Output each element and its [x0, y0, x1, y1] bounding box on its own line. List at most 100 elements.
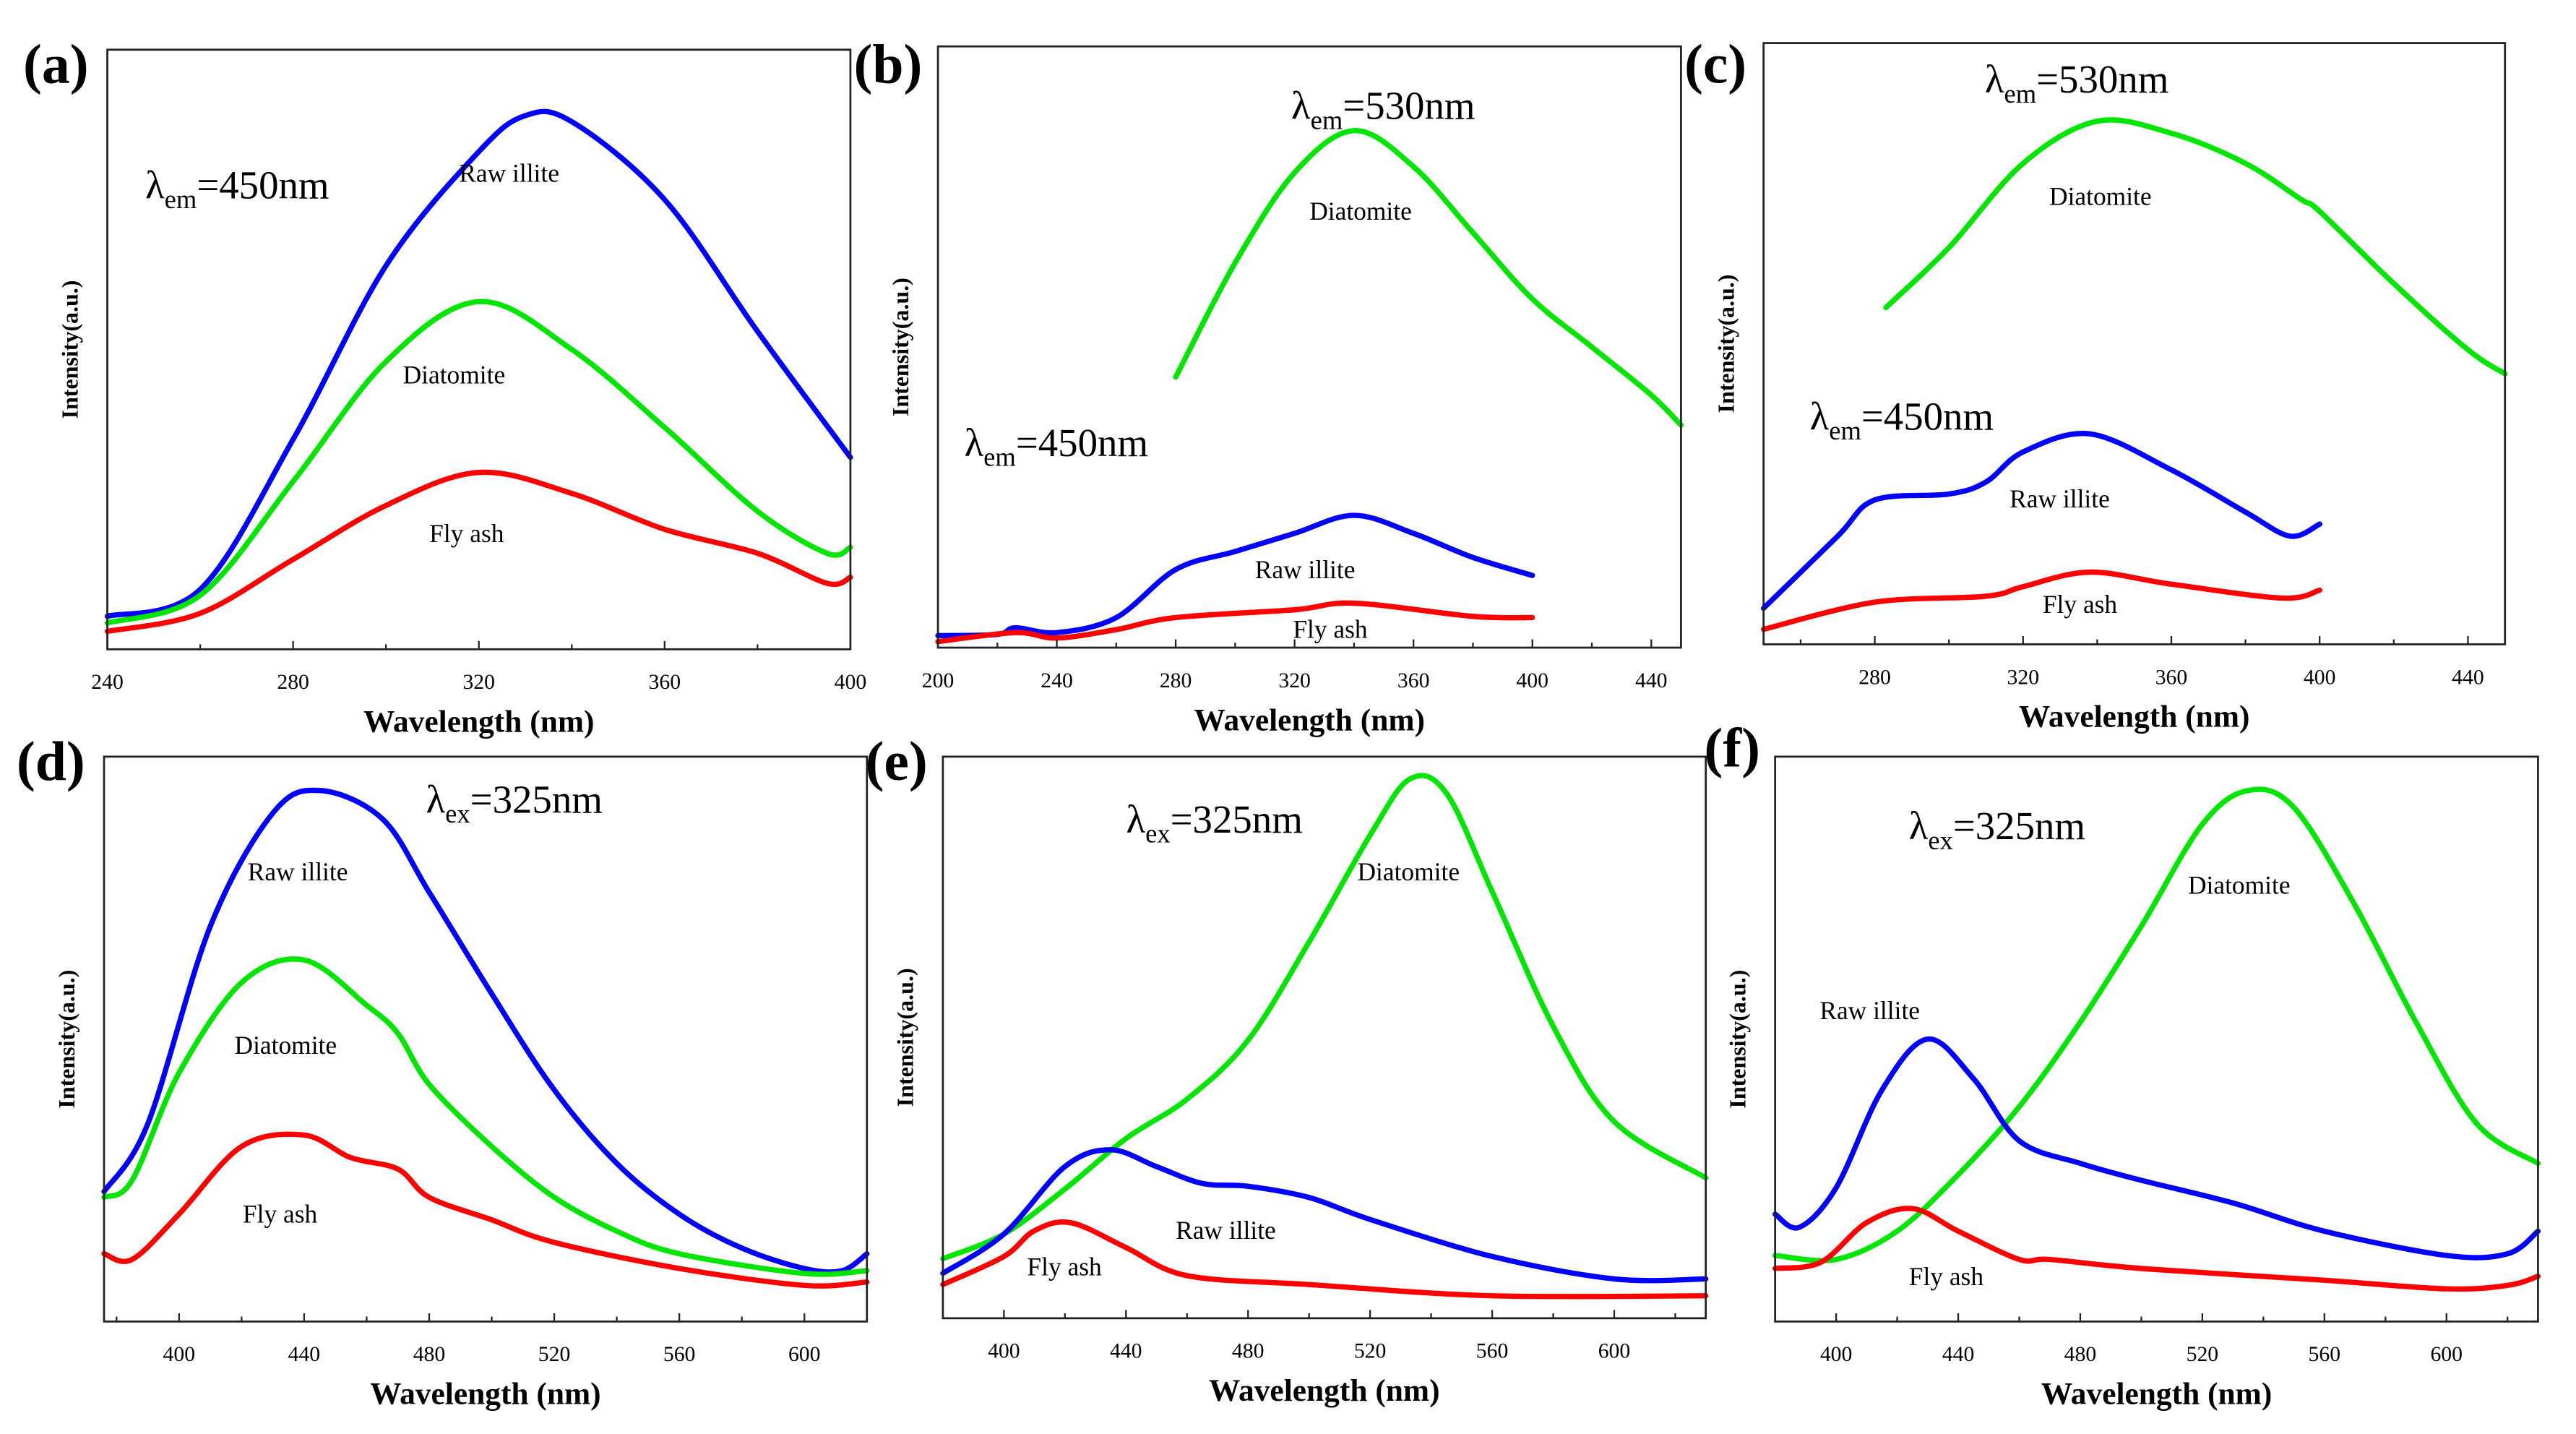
x-tick-label: 440 — [1635, 669, 1668, 692]
series-line-raw-illite — [101, 787, 870, 1275]
series-line-fly-ash — [1760, 569, 2322, 632]
x-axis-label: Wavelength (nm) — [1209, 1373, 1440, 1408]
panel-label: (a) — [23, 33, 89, 95]
x-tick-label: 280 — [1858, 666, 1891, 689]
curve-label: Fly ash — [243, 1199, 318, 1228]
y-axis-label: Intensity(a.u.) — [1713, 275, 1739, 413]
x-tick-label: 480 — [2064, 1343, 2097, 1366]
annotation-value: =530nm — [2036, 57, 2168, 101]
subscript: em — [1829, 416, 1861, 445]
series-line-raw-illite — [935, 512, 1535, 639]
x-tick-label: 480 — [413, 1343, 446, 1366]
x-tick-label: 360 — [1397, 669, 1430, 692]
wavelength-annotation: λem=530nm — [1985, 57, 2168, 108]
curve-label: Diatomite — [1357, 857, 1460, 886]
curve-label: Raw illite — [248, 857, 348, 886]
annotation-value: =325nm — [1953, 804, 2085, 848]
x-tick-label: 560 — [663, 1343, 696, 1366]
curve-label: Fly ash — [1027, 1252, 1102, 1281]
curve-label: Fly ash — [1293, 614, 1368, 643]
x-tick-label: 400 — [1820, 1343, 1853, 1366]
x-tick-label: 520 — [2187, 1343, 2219, 1366]
lambda-symbol: λ — [1291, 84, 1311, 128]
curve-label: Diatomite — [2188, 871, 2291, 900]
x-tick-label: 440 — [1942, 1343, 1975, 1366]
x-tick-label: 320 — [1278, 669, 1311, 692]
y-axis-label: Intensity(a.u.) — [53, 970, 79, 1109]
chart-panel-f: 400 440 480 520 560 600 Wavelength (nm) Intensi… — [1704, 717, 2541, 1412]
x-tick-label: 520 — [1354, 1340, 1387, 1363]
x-tick-label: 240 — [1041, 669, 1073, 692]
curve-label: Fly ash — [1909, 1262, 1984, 1291]
series-line-raw-illite — [1760, 431, 2322, 611]
x-tick-label: 480 — [1232, 1340, 1265, 1363]
x-tick-label: 560 — [2309, 1343, 2341, 1366]
plot-frame — [936, 45, 1682, 649]
chart-panel-e: 400 440 480 520 560 600 Wavelength (nm) Intensi… — [865, 730, 1709, 1408]
x-axis-label: Wavelength (nm) — [1194, 703, 1425, 737]
panel-label: (e) — [865, 730, 927, 792]
lambda-symbol: λ — [145, 163, 165, 207]
curve-label: Raw illite — [2009, 484, 2110, 513]
x-tick-label: 400 — [835, 671, 867, 694]
series-line-raw-illite — [940, 1147, 1709, 1284]
x-tick-label: 280 — [1160, 669, 1192, 692]
wavelength-annotation: λem=450nm — [965, 421, 1148, 472]
annotation-value: =530nm — [1343, 84, 1475, 128]
series-line-fly-ash — [935, 600, 1535, 645]
subscript: em — [165, 184, 197, 214]
series-line-fly-ash — [940, 1219, 1709, 1300]
series-line-diatomite — [940, 773, 1709, 1262]
curve-label: Fly ash — [429, 519, 504, 548]
series-line-raw-illite — [104, 108, 853, 619]
panel-label: (c) — [1684, 33, 1746, 95]
wavelength-annotation: λem=530nm — [1291, 84, 1475, 135]
plot-frame — [942, 755, 1707, 1320]
x-tick-label: 400 — [2304, 666, 2336, 689]
curve-label: Raw illite — [1176, 1216, 1276, 1245]
series-line-diatomite — [1883, 117, 2508, 377]
x-axis-label: Wavelength (nm) — [363, 705, 595, 739]
series-line-diatomite — [1173, 128, 1684, 428]
wavelength-annotation: λem=450nm — [1810, 394, 1994, 445]
x-axis-label: Wavelength (nm) — [370, 1377, 601, 1412]
wavelength-annotation: λem=450nm — [145, 163, 329, 214]
panel-label: (d) — [17, 730, 85, 792]
series-line-raw-illite — [1772, 1036, 2541, 1261]
subscript: ex — [1928, 825, 1953, 855]
plot-frame — [106, 48, 852, 651]
chart-panel-d: 400 440 480 520 560 600 Wavelength (nm) Intensi… — [17, 730, 870, 1412]
annotation-value: =450nm — [197, 163, 329, 207]
x-tick-label: 400 — [1516, 669, 1548, 692]
curve-label: Raw illite — [1255, 555, 1356, 584]
x-tick-label: 360 — [2155, 666, 2188, 689]
lambda-symbol: λ — [1127, 797, 1146, 841]
lambda-symbol: λ — [965, 421, 984, 465]
x-tick-label: 400 — [988, 1340, 1020, 1363]
annotation-value: =450nm — [1016, 421, 1148, 465]
x-tick-label: 520 — [538, 1343, 571, 1366]
curve-label: Raw illite — [1819, 996, 1920, 1025]
x-axis-label: Wavelength (nm) — [2041, 1377, 2273, 1412]
wavelength-annotation: λex=325nm — [1909, 804, 2085, 855]
series-line-fly-ash — [1772, 1206, 2541, 1292]
panel-label: (b) — [853, 33, 922, 95]
x-tick-label: 600 — [1598, 1340, 1631, 1363]
x-tick-label: 440 — [1110, 1340, 1142, 1363]
x-tick-label: 440 — [288, 1343, 321, 1366]
annotation-value: =325nm — [1171, 797, 1303, 841]
y-axis-label: Intensity(a.u.) — [1725, 970, 1751, 1109]
x-tick-label: 200 — [922, 669, 955, 692]
x-tick-label: 600 — [2430, 1343, 2463, 1366]
curve-label: Diatomite — [2049, 182, 2152, 211]
plot-frame — [1762, 42, 2507, 645]
x-tick-label: 320 — [2007, 666, 2040, 689]
y-axis-label: Intensity(a.u.) — [56, 280, 82, 419]
chart-panel-a: 240 280 320 360 400 Wavelength (nm) Intensity(… — [23, 33, 866, 739]
annotation-value: =325nm — [470, 778, 603, 822]
lambda-symbol: λ — [1810, 394, 1830, 438]
series-line-diatomite — [101, 956, 870, 1277]
y-axis-label: Intensity(a.u.) — [887, 278, 913, 416]
subscript: em — [2004, 79, 2036, 108]
